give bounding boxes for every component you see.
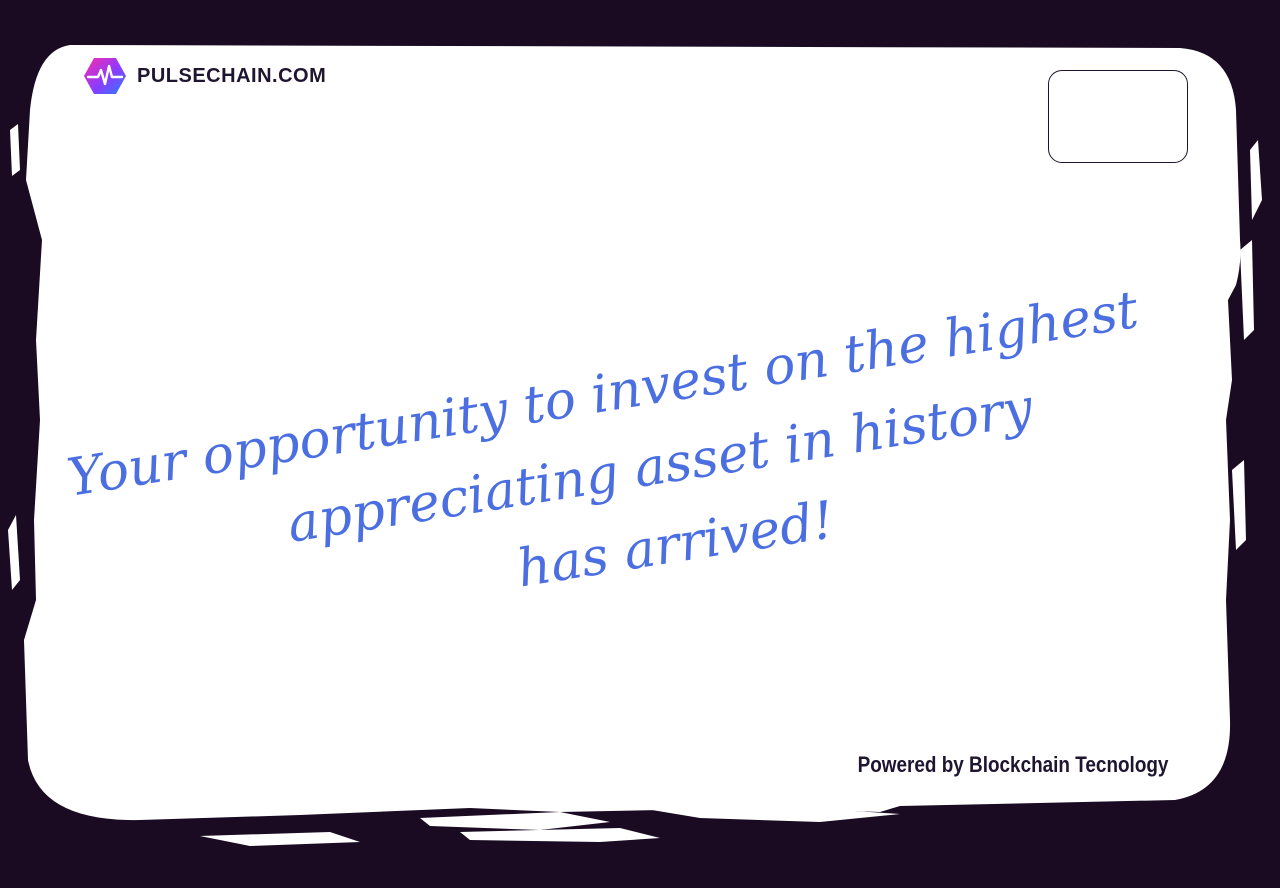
postcard-card-shape xyxy=(24,45,1241,821)
brush-streak-right-1 xyxy=(1250,140,1262,220)
brush-streak-bottom-1 xyxy=(420,812,610,830)
brush-streak-right-3 xyxy=(1232,460,1246,550)
brush-streak-bottom-4 xyxy=(200,832,360,846)
brush-streak-right-2 xyxy=(1240,240,1254,340)
powered-by-text: Powered by Blockchain Tecnology xyxy=(857,752,1168,777)
brush-streak-left-1 xyxy=(10,124,20,176)
brush-streak-bottom-3 xyxy=(640,806,900,822)
pulse-heartbeat-hexagon-icon xyxy=(84,58,126,94)
stamp-placeholder-box xyxy=(1048,70,1188,163)
brand-logo[interactable]: PULSECHAIN.COM xyxy=(83,56,326,96)
brush-streak-bottom-2 xyxy=(460,828,660,842)
brand-name: PULSECHAIN.COM xyxy=(137,64,327,87)
brush-streak-left-2 xyxy=(8,515,20,590)
